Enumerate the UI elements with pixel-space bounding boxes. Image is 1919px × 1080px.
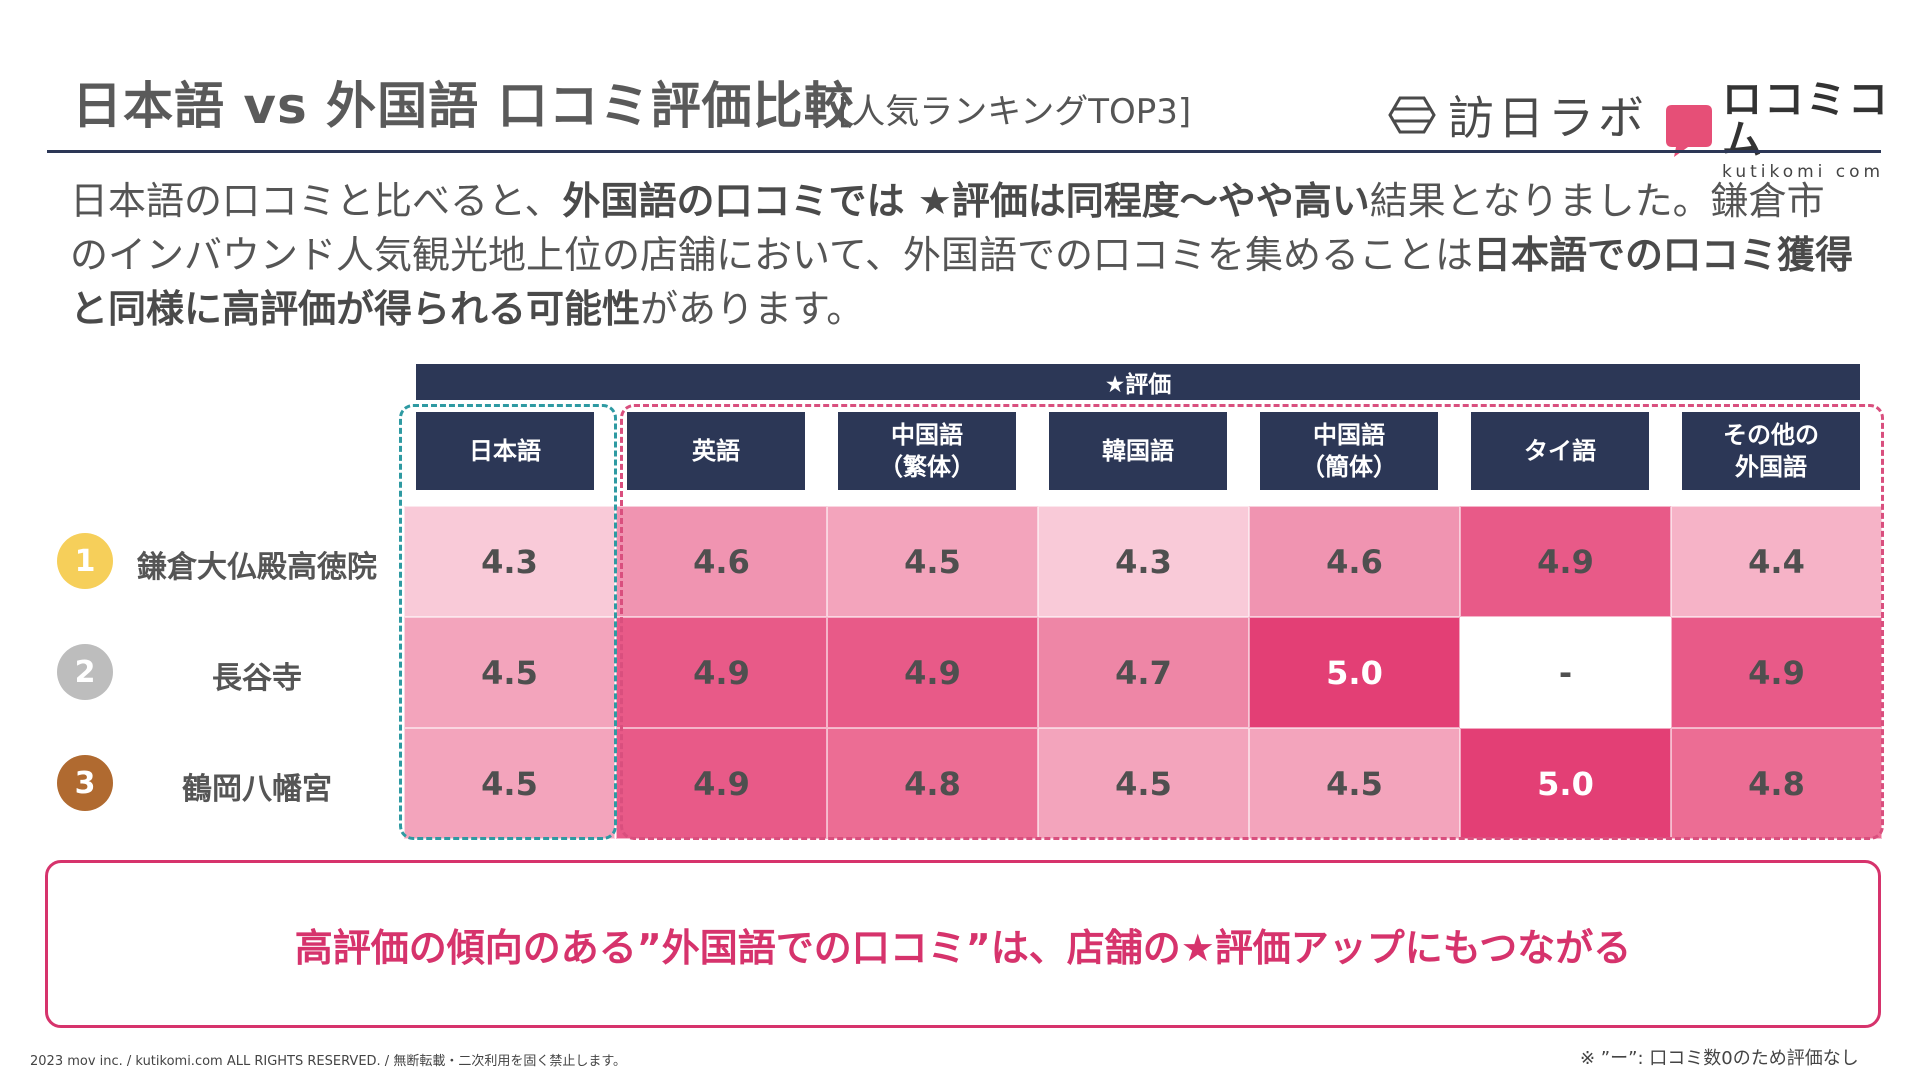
rating-cell: - [1460, 617, 1671, 728]
rating-cell: 4.9 [616, 728, 827, 839]
intro-bold-1: 外国語の口コミでは ★評価は同程度〜やや高い [562, 179, 1370, 223]
rating-cell: 4.7 [1038, 617, 1249, 728]
conclusion-text: 高評価の傾向のある”外国語での口コミ”は、店舗の★評価アップにもつながる [294, 925, 1632, 970]
rating-cell: 4.9 [1671, 617, 1882, 728]
rating-cell: 4.6 [1249, 506, 1460, 617]
footnote-text: ※ ”ー”: 口コミ数0のため評価なし [1580, 1048, 1859, 1069]
rating-cell: 4.9 [1460, 506, 1671, 617]
rating-cell: 4.5 [404, 728, 615, 839]
logo-kuti-name: ロコミコム [1722, 77, 1890, 163]
rating-cell: 5.0 [1249, 617, 1460, 728]
rating-cell: 4.5 [827, 506, 1038, 617]
logo-labo-text: 訪日ラボ [1448, 91, 1648, 145]
eval-header-band: ★評価 [416, 364, 1860, 400]
intro-paragraph: 日本語の口コミと比べると、外国語の口コミでは ★評価は同程度〜やや高い結果となり… [70, 174, 1860, 336]
rating-cell: 4.5 [1038, 728, 1249, 839]
rating-cell: 4.8 [1671, 728, 1882, 839]
spot-name: 長谷寺 [212, 661, 302, 696]
column-header: 日本語 [416, 412, 594, 490]
rating-cell: 4.9 [827, 617, 1038, 728]
hexagon-logo-icon [1388, 96, 1436, 134]
spot-name: 鎌倉大仏殿高徳院 [137, 550, 377, 585]
column-header: 中国語 （繁体） [838, 412, 1016, 490]
logo-houniti-labo: 訪日ラボ [1388, 82, 1648, 148]
rating-cell: 4.3 [1038, 506, 1249, 617]
column-header: 英語 [627, 412, 805, 490]
copyright-text: 2023 mov inc. / kutikomi.com ALL RIGHTS … [30, 1054, 627, 1069]
spot-name: 鶴岡八幡宮 [182, 772, 332, 807]
rating-cell: 4.3 [404, 506, 615, 617]
rank-badge: 3 [57, 755, 113, 811]
page-title: 日本語 vs 外国語 口コミ評価比較 [72, 77, 855, 135]
rating-cell: 5.0 [1460, 728, 1671, 839]
kutikomi-wordmark: ロコミコム kutikomi com [1722, 80, 1919, 182]
rating-cell: 4.8 [827, 728, 1038, 839]
conclusion-callout: 高評価の傾向のある”外国語での口コミ”は、店舗の★評価アップにもつながる [45, 860, 1881, 1028]
logo-kuti-sub: kutikomi com [1722, 162, 1885, 182]
japanese-column-highlight [399, 404, 617, 840]
kutikomi-mark-icon [1666, 105, 1712, 157]
column-header: タイ語 [1471, 412, 1649, 490]
rating-cell: 4.9 [616, 617, 827, 728]
foreign-columns-highlight [620, 404, 1884, 840]
rank-badge: 2 [57, 644, 113, 700]
column-header: その他の 外国語 [1682, 412, 1860, 490]
rank-badge: 1 [57, 533, 113, 589]
intro-text-1: 日本語の口コミと比べると、 [70, 179, 563, 223]
column-header: 中国語 （簡体） [1260, 412, 1438, 490]
logo-kutikomi: ロコミコム kutikomi com [1666, 80, 1919, 182]
intro-text-2: 結果となりました。鎌倉市のインバウンド人気観光地上位の店舗において、外国語での口… [70, 179, 1825, 277]
column-header: 韓国語 [1049, 412, 1227, 490]
intro-bold-2: 日本語での口コミ獲得と同様に高評価が得られる可能性 [70, 233, 1853, 331]
header-divider [47, 150, 1881, 153]
intro-text-3: があります。 [640, 287, 865, 331]
page-subtitle: [人気ランキングTOP3] [838, 92, 1192, 132]
